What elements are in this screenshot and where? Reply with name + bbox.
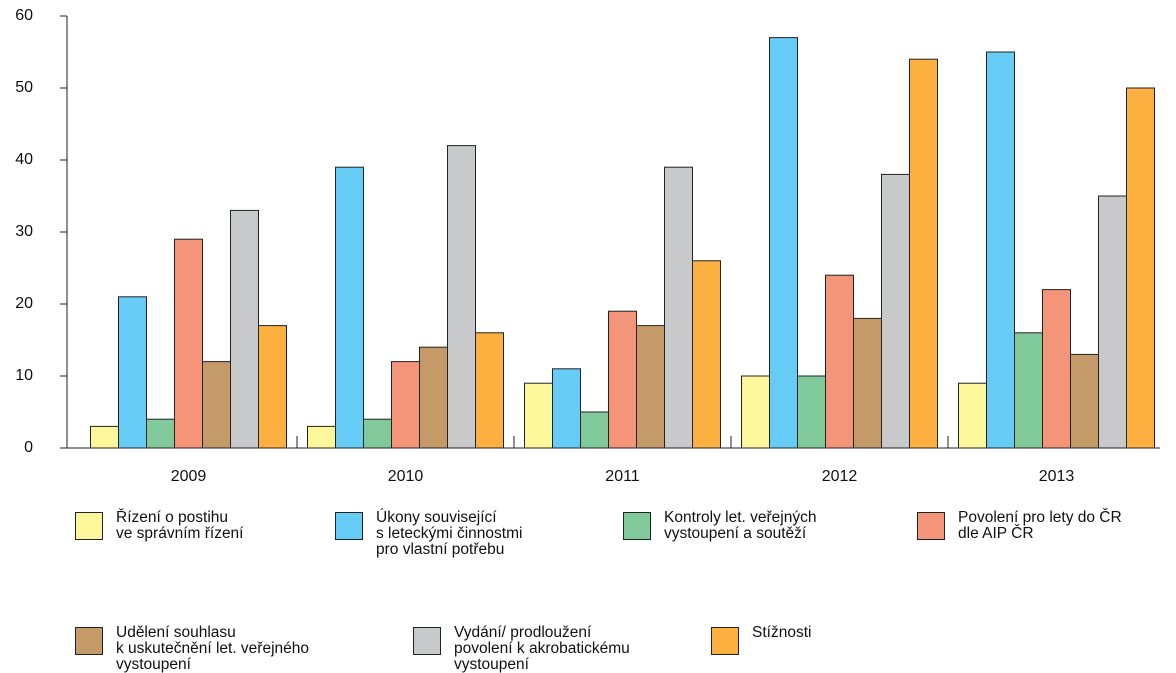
bar — [986, 51, 1015, 449]
legend-label: Vydání/ prodloužení povolení k akrobatic… — [454, 624, 630, 673]
y-tick-label: 20 — [15, 295, 33, 312]
legend-swatch — [75, 627, 103, 655]
bar — [307, 425, 336, 449]
y-tick-label: 40 — [15, 151, 33, 168]
bar — [825, 274, 854, 449]
legend-swatch — [917, 512, 945, 540]
bar — [797, 375, 826, 449]
x-tick-label: 2009 — [171, 468, 207, 485]
legend-label: Řízení o postihu ve správním řízení — [116, 509, 244, 542]
legend-item: Vydání/ prodloužení povolení k akrobatic… — [413, 625, 630, 673]
y-tick-label: 60 — [15, 7, 33, 24]
bar — [580, 411, 609, 449]
bar — [419, 346, 448, 449]
legend-swatch — [711, 627, 739, 655]
bar — [118, 296, 147, 449]
legend-label: Povolení pro lety do ČR dle AIP ČR — [958, 509, 1122, 542]
bar — [90, 425, 119, 449]
bar — [202, 361, 231, 449]
legend-swatch — [413, 627, 441, 655]
bar — [1014, 332, 1043, 449]
bar — [769, 37, 798, 449]
bar — [664, 166, 693, 449]
legend-item: Úkony související s leteckými činnostmi … — [335, 510, 522, 558]
legend-label: Stížnosti — [752, 624, 812, 641]
bar — [853, 317, 882, 449]
bar — [608, 310, 637, 449]
x-tick-label: 2013 — [1039, 468, 1075, 485]
x-tick-label: 2012 — [822, 468, 858, 485]
bar — [1126, 87, 1155, 449]
bar — [447, 145, 476, 449]
legend-item: Stížnosti — [711, 625, 811, 655]
legend-label: Kontroly let. veřejných vystoupení a sou… — [664, 509, 817, 542]
legend-swatch — [623, 512, 651, 540]
bar — [475, 332, 504, 449]
legend-swatch — [335, 512, 363, 540]
bar — [524, 382, 553, 449]
bar — [1042, 289, 1071, 449]
y-tick-label: 30 — [15, 223, 33, 240]
bar — [363, 418, 392, 449]
legend-item: Udělení souhlasu k uskutečnění let. veře… — [75, 625, 309, 673]
bar — [391, 361, 420, 449]
legend-label: Udělení souhlasu k uskutečnění let. veře… — [116, 624, 310, 673]
bar — [692, 260, 721, 449]
bar — [258, 325, 287, 449]
chart: 0 10 20 30 40 50 60 2009 2010 2011 2012 2013 — [15, 7, 1160, 485]
bar — [335, 166, 364, 449]
bar — [636, 325, 665, 449]
bar — [741, 375, 770, 449]
legend-item: Řízení o postihu ve správním řízení — [75, 510, 244, 542]
bar — [958, 382, 987, 449]
bar — [146, 418, 175, 449]
y-tick-label: 50 — [15, 79, 33, 96]
legend-item: Kontroly let. veřejných vystoupení a sou… — [623, 510, 817, 542]
bar — [230, 209, 259, 449]
bar — [1070, 353, 1099, 449]
legend-item: Povolení pro lety do ČR dle AIP ČR — [917, 510, 1122, 542]
y-tick-label: 10 — [15, 367, 33, 384]
x-tick-label: 2011 — [605, 468, 640, 485]
x-tick-label: 2010 — [388, 468, 424, 485]
bar — [909, 58, 938, 449]
bar — [1098, 195, 1127, 449]
y-tick-label: 0 — [24, 439, 33, 456]
bar — [881, 173, 910, 449]
legend-label: Úkony související s leteckými činnostmi … — [376, 509, 523, 558]
bar — [552, 368, 581, 449]
legend-swatch — [75, 512, 103, 540]
bar — [174, 238, 203, 449]
